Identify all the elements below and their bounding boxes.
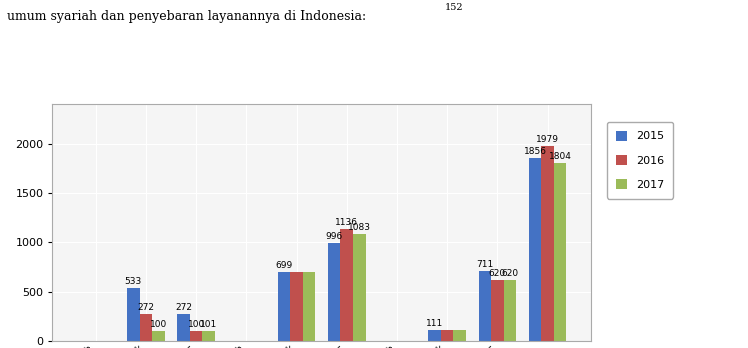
Text: 111: 111: [426, 319, 444, 328]
Bar: [542, 146, 554, 341]
Bar: [328, 243, 340, 341]
Text: 272: 272: [175, 303, 192, 312]
Text: 272: 272: [138, 303, 154, 312]
Bar: [340, 229, 353, 341]
Text: 1979: 1979: [536, 135, 559, 144]
Text: 101: 101: [200, 320, 217, 329]
Text: 620: 620: [489, 269, 506, 278]
Bar: [303, 272, 316, 341]
Text: umum syariah dan penyebaran layanannya di Indonesia:: umum syariah dan penyebaran layanannya d…: [7, 10, 367, 23]
Bar: [190, 331, 203, 341]
Text: 620: 620: [501, 269, 518, 278]
Bar: [503, 280, 516, 341]
Text: 100: 100: [188, 320, 205, 329]
Bar: [152, 331, 165, 341]
Text: 996: 996: [325, 232, 343, 241]
Text: 699: 699: [275, 261, 292, 270]
Legend: 2015, 2016, 2017: 2015, 2016, 2017: [607, 122, 673, 199]
Bar: [127, 288, 140, 341]
Bar: [491, 280, 503, 341]
Text: 533: 533: [125, 277, 142, 286]
Bar: [290, 272, 303, 341]
Bar: [441, 330, 453, 341]
Bar: [140, 314, 152, 341]
Bar: [353, 234, 366, 341]
Text: 1083: 1083: [348, 223, 371, 232]
Text: 1136: 1136: [335, 218, 358, 227]
Bar: [429, 330, 441, 341]
Bar: [453, 330, 466, 341]
Bar: [203, 331, 215, 341]
Text: 1804: 1804: [549, 152, 571, 161]
Bar: [177, 314, 190, 341]
Bar: [554, 163, 566, 341]
Text: 100: 100: [150, 320, 167, 329]
Bar: [479, 271, 491, 341]
Text: 711: 711: [476, 260, 494, 269]
Bar: [529, 158, 542, 341]
Text: 152: 152: [445, 3, 464, 13]
Bar: [278, 272, 290, 341]
Text: 1856: 1856: [524, 147, 547, 156]
